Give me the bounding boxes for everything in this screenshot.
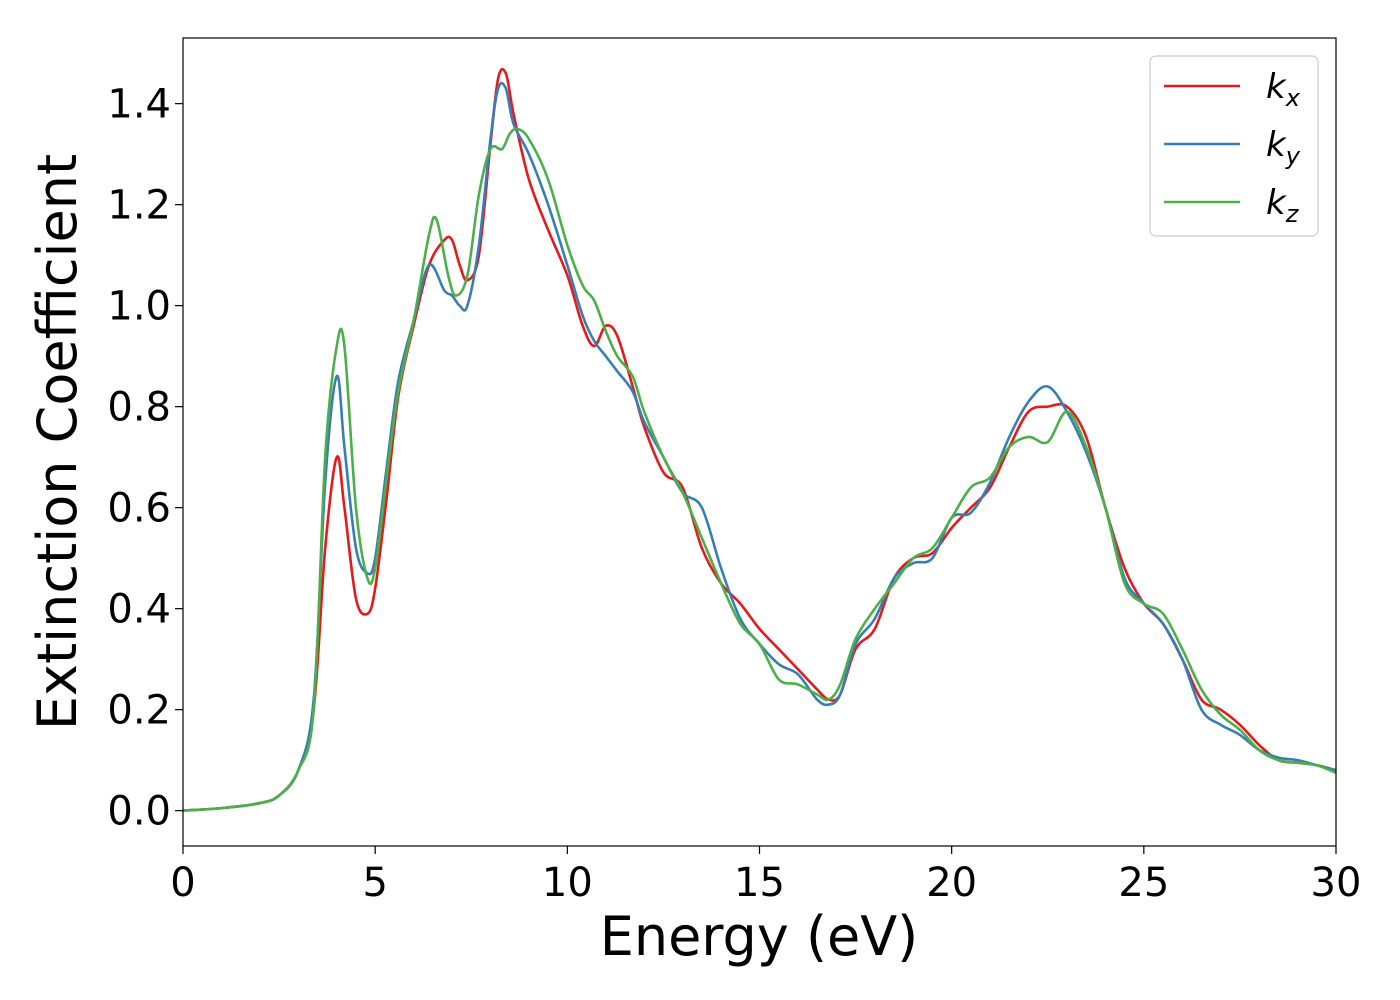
x-tick-label: 10: [542, 860, 593, 906]
series-layer: [182, 67, 1337, 812]
y-tick-label: 1.4: [107, 82, 171, 128]
x-axis-ticks: 0 5 10 15 20 25 30: [170, 846, 1361, 906]
y-tick-label: 0.0: [107, 789, 171, 835]
x-tick-label: 30: [1311, 860, 1362, 906]
y-axis-title: Extinction Coefficient: [26, 154, 89, 730]
series-line-z: [182, 127, 1337, 812]
y-tick-label: 0.2: [107, 688, 171, 734]
legend-box: [1149, 55, 1319, 237]
y-tick-label: 0.8: [107, 385, 171, 431]
x-tick-label: 15: [734, 860, 785, 906]
x-tick-label: 25: [1118, 860, 1169, 906]
x-tick-label: 5: [362, 860, 387, 906]
x-axis-title: Energy (eV): [600, 905, 919, 968]
y-axis-ticks: 0.0 0.2 0.4 0.6 0.8 1.0 1.2 1.4: [107, 82, 183, 835]
y-tick-label: 1.2: [107, 183, 171, 229]
y-tick-label: 0.4: [107, 587, 171, 633]
y-tick-label: 1.0: [107, 284, 171, 330]
x-tick-label: 0: [170, 860, 195, 906]
plot-area: [183, 38, 1336, 846]
legend-label-y: ky: [1266, 125, 1301, 170]
y-tick-label: 0.6: [107, 486, 171, 532]
x-tick-label: 20: [926, 860, 977, 906]
